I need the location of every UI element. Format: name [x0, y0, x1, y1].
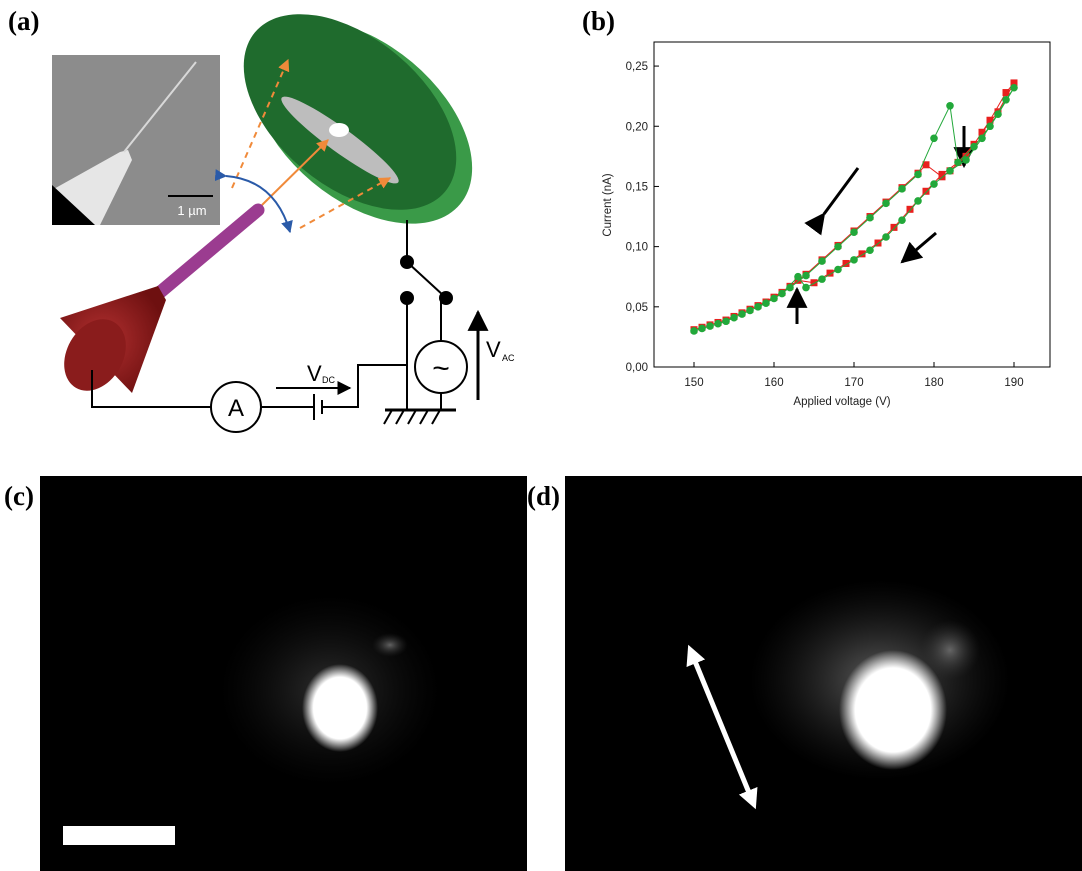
scale-bar	[63, 826, 175, 845]
y-axis-label: Current (nA)	[602, 173, 614, 236]
point	[794, 273, 802, 281]
point	[866, 246, 874, 254]
y-tick-label: 0,25	[626, 61, 648, 73]
disk-hole	[329, 123, 349, 137]
vdc-subscript: DC	[322, 375, 335, 385]
panel-label: (d)	[527, 481, 560, 511]
x-tick-label: 150	[684, 377, 703, 389]
point	[770, 295, 778, 303]
point	[698, 325, 706, 333]
figure: (a) 1 µm	[0, 0, 1082, 871]
switch-blade	[407, 262, 444, 296]
point	[994, 110, 1002, 118]
point	[802, 272, 810, 280]
x-tick-label: 170	[844, 377, 863, 389]
point	[1003, 89, 1010, 96]
spot	[839, 650, 947, 770]
point	[946, 167, 954, 175]
ammeter-label: A	[228, 395, 244, 422]
holder	[52, 286, 166, 402]
point	[778, 290, 786, 298]
point	[754, 303, 762, 311]
series-line	[694, 88, 1014, 331]
x-tick-label: 180	[924, 377, 943, 389]
point	[850, 228, 858, 236]
plot-frame	[654, 42, 1050, 367]
vdc-label: V	[307, 361, 322, 386]
point	[930, 180, 938, 188]
vac-subscript: AC	[502, 353, 515, 363]
point	[946, 102, 954, 110]
wire	[322, 365, 407, 407]
x-tick-label: 190	[1004, 377, 1023, 389]
point	[923, 188, 930, 195]
point	[914, 171, 922, 179]
spot	[302, 664, 378, 752]
point	[762, 299, 770, 307]
y-tick-label: 0,00	[626, 362, 648, 374]
emission-image	[565, 476, 1082, 871]
y-tick-label: 0,10	[626, 242, 648, 254]
point	[850, 256, 858, 264]
point	[818, 257, 826, 265]
point	[786, 284, 794, 292]
point	[738, 310, 746, 318]
x-axis-label: Applied voltage (V)	[793, 396, 890, 408]
point	[898, 185, 906, 193]
panel-label: (b)	[582, 6, 615, 36]
point	[834, 266, 842, 274]
sem-inset: 1 µm	[52, 55, 220, 225]
page: (a) 1 µm	[0, 0, 1082, 871]
y-tick-label: 0,05	[626, 302, 648, 314]
panel-label: (a)	[8, 6, 39, 36]
chart: Applied voltage (V) Current (nA) 150 160 1…	[602, 42, 1050, 408]
point	[930, 134, 938, 142]
x-tick-label: 160	[764, 377, 783, 389]
point	[891, 224, 898, 231]
point	[730, 314, 738, 322]
ground-hatch	[384, 410, 440, 424]
y-tick-label: 0,20	[626, 121, 648, 133]
point	[970, 143, 978, 151]
screen-disk	[207, 0, 510, 264]
point	[882, 199, 890, 207]
vac-label: V	[486, 337, 501, 362]
scale-label: 1 µm	[177, 203, 206, 218]
point	[706, 322, 714, 330]
point	[882, 233, 890, 241]
point	[1002, 96, 1010, 104]
spot	[372, 633, 408, 657]
point	[898, 216, 906, 224]
point	[690, 327, 698, 335]
point	[834, 243, 842, 251]
point	[986, 122, 994, 130]
point	[746, 307, 754, 315]
point	[954, 159, 962, 167]
point	[818, 275, 826, 283]
panel-label: (c)	[4, 481, 34, 511]
point	[866, 214, 874, 222]
point	[962, 156, 970, 164]
series-line	[694, 83, 1014, 330]
y-tick-label: 0,15	[626, 181, 648, 193]
point	[914, 197, 922, 205]
point	[714, 320, 722, 328]
point	[802, 284, 810, 292]
point	[1010, 84, 1018, 92]
sweep-arrow	[902, 233, 936, 262]
sweep-arrow	[824, 168, 858, 214]
source-symbol: ~	[432, 352, 450, 385]
point	[978, 134, 986, 142]
point	[722, 317, 730, 325]
emission-image	[40, 476, 527, 871]
